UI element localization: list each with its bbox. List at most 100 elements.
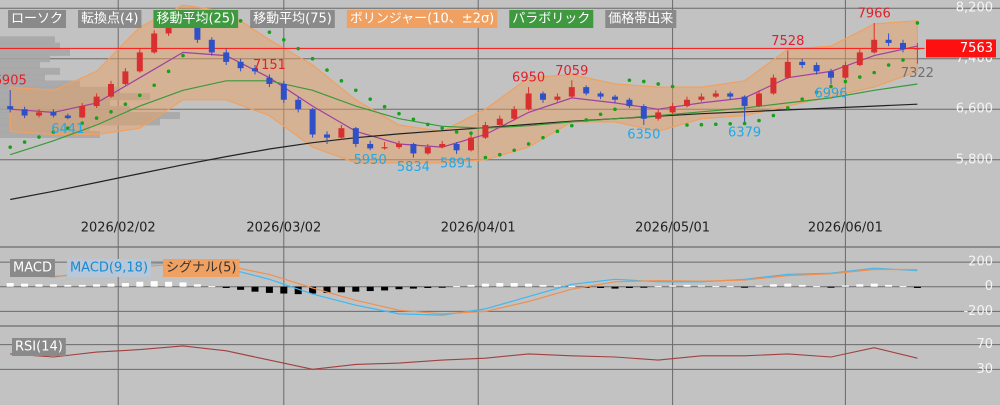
price-annotation: 5891: [440, 157, 473, 172]
parabolic-dot: [800, 97, 804, 101]
price-annotation: 7966: [858, 6, 891, 21]
volume-profile-bar: [0, 80, 80, 88]
candle-body: [7, 106, 14, 110]
parabolic-dot: [498, 152, 502, 157]
macd-histogram-bar: [539, 284, 547, 287]
macd-histogram-bar: [265, 286, 273, 293]
candle-body: [741, 96, 748, 107]
parabolic-dot: [786, 106, 790, 110]
candle-body: [482, 125, 489, 138]
candle-body: [237, 61, 244, 69]
parabolic-dot: [109, 109, 113, 114]
macd-histogram-bar: [352, 286, 360, 292]
parabolic-dot: [541, 135, 545, 140]
parabolic-dot: [51, 130, 56, 134]
macd-line: [10, 261, 918, 316]
parabolic-dot: [555, 129, 560, 134]
macd-histogram-bar: [208, 286, 216, 288]
bollinger-mid: [10, 45, 918, 148]
candle-body: [453, 143, 460, 151]
parabolic-dot: [397, 111, 401, 116]
candle-body: [410, 143, 417, 154]
parabolic-dot: [814, 90, 819, 94]
legend-label: 価格帯出来: [608, 11, 673, 27]
candle-body: [583, 87, 590, 94]
last-price-label: 7563: [960, 41, 993, 56]
parabolic-dot: [843, 79, 848, 84]
macd-histogram-bar: [841, 285, 849, 287]
price-annotation: 6350: [627, 128, 660, 143]
y-tick-label: -200: [963, 304, 993, 319]
candle-body: [871, 39, 878, 53]
macd-histogram-bar: [309, 286, 317, 294]
candle-body: [756, 93, 762, 107]
parabolic-dot: [382, 104, 387, 109]
macd-histogram-bar: [683, 284, 691, 287]
macd-histogram-bar: [237, 286, 245, 290]
parabolic-dot: [296, 46, 301, 51]
candle-body: [684, 99, 690, 107]
legend-label: 移動平均(75): [253, 12, 332, 27]
macd-histogram-bar: [424, 286, 432, 288]
candle-body: [208, 39, 215, 53]
volume-profile-bar: [0, 55, 50, 63]
parabolic-dot: [66, 126, 70, 130]
y-tick-label: 30: [976, 362, 993, 377]
parabolic-dot: [37, 135, 41, 139]
candle-body: [468, 137, 474, 151]
parabolic-dot: [699, 122, 704, 127]
bollinger-band: [9, 4, 918, 164]
parabolic-dot: [426, 122, 430, 127]
volume-profile-bar: [0, 36, 55, 44]
candle-body: [50, 111, 57, 116]
macd-histogram-bar: [136, 281, 144, 287]
legend-box: [509, 10, 594, 28]
parabolic-dot: [512, 148, 516, 153]
volume-profile-bar: [0, 112, 180, 120]
candle-body: [842, 65, 849, 78]
parabolic-dot: [685, 123, 689, 127]
y-tick-label: 0: [985, 279, 993, 294]
parabolic-dot: [325, 68, 329, 72]
parabolic-dot: [8, 145, 12, 149]
parabolic-dot: [656, 82, 660, 86]
parabolic-dot: [282, 37, 286, 42]
macd-histogram-bar: [395, 286, 403, 290]
macd-histogram-bar: [6, 283, 14, 287]
parabolic-dot: [94, 116, 99, 120]
price-annotation: 7151: [253, 58, 286, 73]
macd-histogram-bar: [741, 286, 749, 288]
candle-body: [554, 96, 561, 100]
candle-body: [525, 93, 532, 110]
macd-histogram-bar: [64, 284, 72, 287]
legend-label: ローソク: [11, 12, 63, 27]
candle-body: [108, 83, 114, 97]
candle-body: [612, 96, 618, 100]
parabolic-dot: [526, 142, 531, 146]
candle-body: [396, 143, 402, 148]
macd-histogram-bar: [885, 284, 893, 287]
parabolic-dot: [123, 102, 128, 106]
candle-body: [136, 52, 143, 72]
y-tick-label: 70: [976, 337, 993, 352]
candle-body: [597, 93, 604, 97]
parabolic-dot: [310, 56, 315, 61]
macd-histogram-bar: [222, 286, 230, 288]
parabolic-dot: [771, 113, 776, 118]
parabolic-dot: [469, 131, 473, 136]
legend-box: [12, 338, 66, 356]
macd-histogram-bar: [654, 286, 662, 288]
candle-body: [338, 128, 345, 138]
macd-histogram-bar: [510, 283, 518, 287]
macd-histogram-bar: [93, 284, 101, 287]
parabolic-dot: [570, 123, 574, 128]
macd-histogram-bar: [481, 283, 489, 287]
candle-body: [655, 112, 662, 119]
parabolic-dot: [742, 121, 747, 126]
macd-histogram-bar: [467, 284, 475, 287]
candle-body: [784, 61, 791, 78]
macd-histogram-bar: [49, 284, 57, 287]
y-tick-label: 200: [968, 255, 993, 270]
